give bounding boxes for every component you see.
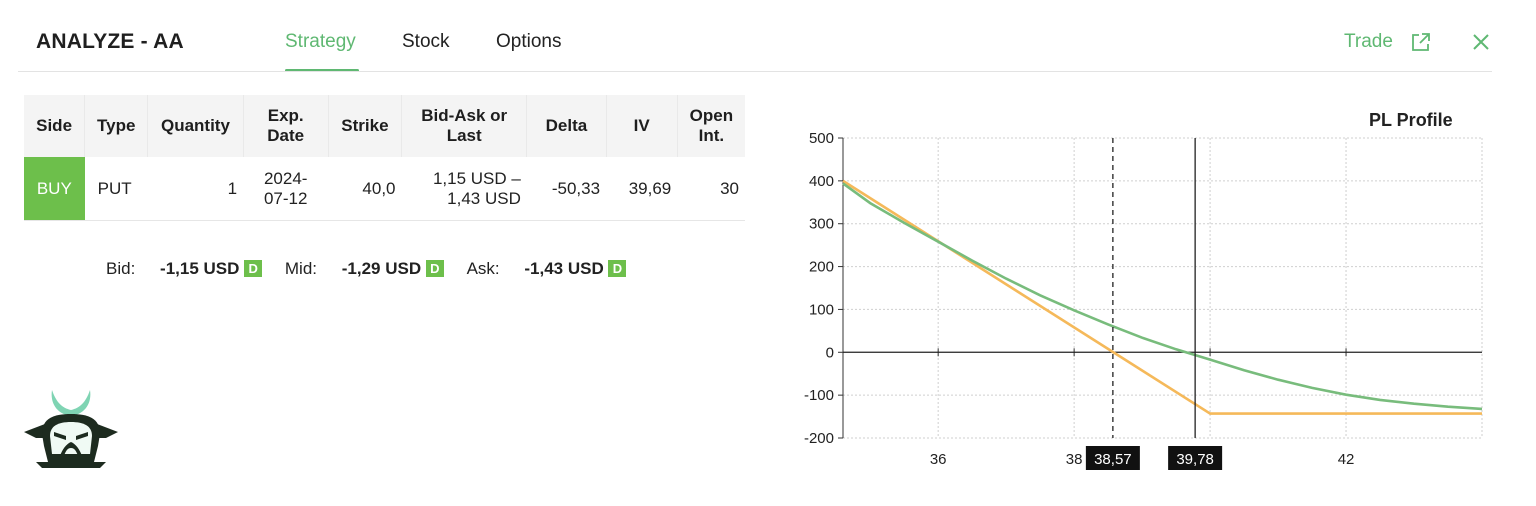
y-tick-label: 100 xyxy=(809,301,834,318)
external-link-icon[interactable] xyxy=(1410,31,1432,53)
col-iv: IV xyxy=(606,95,678,157)
col-bid-ask: Bid-Ask or Last xyxy=(401,95,528,157)
cell-type: PUT xyxy=(84,157,148,221)
marker-label: 38,57 xyxy=(1094,451,1132,468)
col-side: Side xyxy=(24,95,86,157)
x-tick-label: 42 xyxy=(1338,451,1355,468)
y-tick-label: -200 xyxy=(804,430,834,447)
col-type: Type xyxy=(84,95,149,157)
tab-options[interactable]: Options xyxy=(496,31,562,52)
mid-label: Mid: xyxy=(284,259,317,278)
page-title: ANALYZE - AA xyxy=(36,30,184,53)
bid-label: Bid: xyxy=(106,259,136,278)
bid-d-badge: D xyxy=(244,260,263,277)
y-tick-label: 400 xyxy=(809,173,834,190)
x-tick-label: 36 xyxy=(930,451,947,468)
legs-table: Side Type Quantity Exp. Date Strike Bid-A… xyxy=(24,95,745,221)
ask-value: -1,43 USD xyxy=(524,259,604,278)
cell-exp-date: 2024- 07-12 xyxy=(243,157,329,221)
header: ANALYZE - AA Strategy Stock Options Trad… xyxy=(0,0,1536,72)
header-divider xyxy=(18,71,1492,72)
x-tick-label: 38 xyxy=(1066,451,1083,468)
cell-bid-ask: 1,15 USD –1,43 USD xyxy=(401,157,527,221)
active-tab-indicator xyxy=(285,69,359,72)
ask-d-badge: D xyxy=(608,260,627,277)
close-icon[interactable] xyxy=(1470,31,1492,53)
side-buy-button[interactable]: BUY xyxy=(24,157,85,221)
y-tick-label: 500 xyxy=(809,130,834,147)
col-delta: Delta xyxy=(526,95,607,157)
table-header-row: Side Type Quantity Exp. Date Strike Bid-A… xyxy=(24,95,745,157)
tab-stock[interactable]: Stock xyxy=(402,31,450,52)
y-tick-label: 200 xyxy=(809,259,834,276)
mid-d-badge: D xyxy=(425,260,444,277)
cell-strike: 40,0 xyxy=(328,157,402,221)
ask-label: Ask: xyxy=(466,259,500,278)
trade-link[interactable]: Trade xyxy=(1344,31,1393,52)
y-tick-label: 300 xyxy=(809,216,834,233)
col-quantity: Quantity xyxy=(147,95,244,157)
samurai-logo xyxy=(24,390,118,468)
col-exp-date: Exp. Date xyxy=(243,95,329,157)
mid-value: -1,29 USD xyxy=(341,259,422,278)
pl-profile-chart: 500 400 300 200 100 0 -100 -200 36 38 42 38,57 39,78 xyxy=(804,130,1483,470)
y-tick-label: 0 xyxy=(826,344,834,361)
chart-title: PL Profile xyxy=(1369,110,1453,130)
bid-value: -1,15 USD xyxy=(160,259,240,278)
cell-delta: -50,33 xyxy=(526,157,607,221)
tab-strategy[interactable]: Strategy xyxy=(285,31,356,52)
marker-label: 39,78 xyxy=(1176,451,1214,468)
col-open-int: Open Int. xyxy=(677,95,745,157)
price-summary: Bid: -1,15 USD D Mid: -1,29 USD D Ask: -… xyxy=(106,259,627,279)
marker-label-box xyxy=(1085,446,1140,470)
y-tick-label: -100 xyxy=(804,387,834,404)
cell-iv: 39,69 xyxy=(606,157,678,221)
col-strike: Strike xyxy=(328,95,403,157)
cell-quantity: 1 xyxy=(147,157,244,221)
cell-open-int: 30 xyxy=(677,157,745,221)
pl-series-line-1 xyxy=(842,179,1482,415)
pl-series-line-2 xyxy=(842,182,1483,411)
table-row: BUY PUT 1 2024- 07-12 40,0 1,15 USD –1,43… xyxy=(24,157,745,221)
marker-label-box xyxy=(1168,446,1223,470)
